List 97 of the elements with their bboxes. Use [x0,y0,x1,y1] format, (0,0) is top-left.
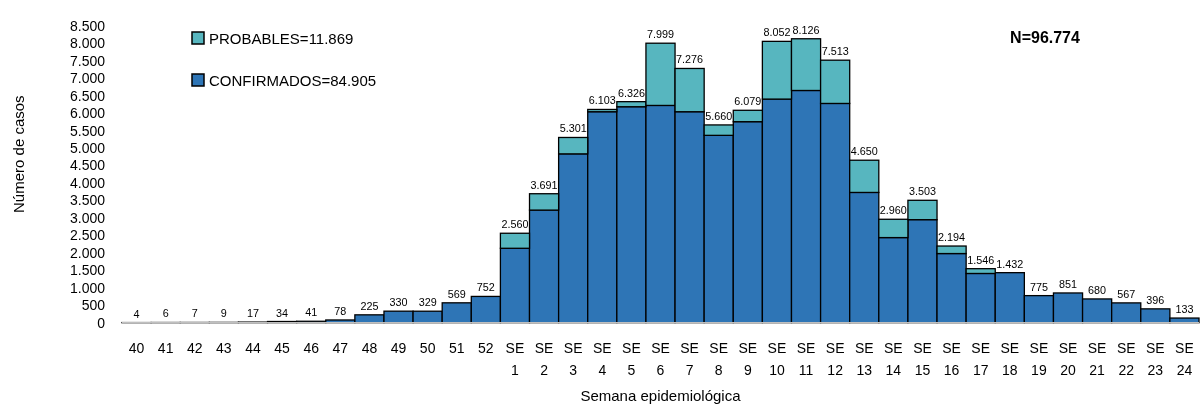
total-label: 6.079 [734,95,762,108]
total-label: 133 [1175,303,1194,316]
y-tick-label: 3.000 [69,209,106,226]
x-tick-label: 44 [245,339,261,356]
y-tick-label: 0 [97,314,106,331]
x-tick-label: SE 22 [1116,339,1136,379]
total-label: 6 [162,307,169,320]
total-label: 330 [389,296,408,309]
y-tick-label: 3.500 [69,192,106,209]
y-tick-label: 6.500 [69,87,106,104]
total-label: 17 [246,307,259,320]
x-tick-label: SE 19 [1029,339,1049,379]
total-label: 225 [360,299,379,312]
total-label: 2.960 [879,204,907,217]
annotation: N=96.774 [1010,29,1081,46]
total-label: 775 [1029,280,1048,293]
x-tick-label: SE 18 [1000,339,1020,379]
y-axis-title: Número de casos [10,95,27,213]
total-label: 4.650 [850,145,878,158]
x-tick-label: SE 10 [767,339,787,379]
x-tick-label: SE 20 [1058,339,1078,379]
x-tick-label: SE 23 [1145,339,1165,379]
total-label: 680 [1088,283,1107,296]
total-label: 569 [447,287,466,300]
y-tick-label: 500 [81,297,106,314]
total-label: 851 [1059,277,1078,290]
y-tick-label: 2.000 [69,244,106,261]
legend-label: CONFIRMADOS=84.905 [209,71,377,89]
y-tick-label: 5.000 [69,139,106,156]
x-tick-label: 46 [303,339,320,356]
total-label: 396 [1146,293,1165,306]
total-label: 7.999 [646,28,675,41]
x-tick-label: SE 24 [1175,339,1194,379]
y-tick-label: 8.000 [69,35,106,52]
legend-label: PROBABLES=11.869 [209,29,354,47]
total-label: 34 [276,306,289,319]
total-label: 1.546 [967,253,995,266]
x-tick-label: SE 4 [592,339,612,379]
x-tick-label: 40 [128,339,145,356]
y-tick-label: 8.500 [69,17,106,34]
total-label: 5.301 [559,122,587,135]
x-tick-label: 45 [274,339,291,356]
y-tick-label: 7.500 [69,52,106,69]
total-label: 329 [418,296,437,309]
total-label: 3.503 [908,185,936,198]
x-tick-label: 47 [332,339,349,356]
x-tick-label: 41 [157,339,174,356]
y-tick-label: 1.500 [69,262,106,279]
y-tick-label: 7.000 [69,70,106,87]
x-tick-label: 50 [419,339,436,356]
x-tick-label: SE 8 [709,339,729,379]
x-tick-label: 49 [390,339,407,356]
x-tick-label: SE 2 [534,339,554,379]
x-axis-title: Semana epidemiológica [580,387,742,404]
total-label: 567 [1117,287,1136,300]
total-label: 8.126 [792,23,820,36]
x-tick-label: SE 9 [738,339,758,379]
x-tick-label: SE 13 [854,339,874,379]
x-tick-label: SE 14 [884,339,903,379]
y-tick-label: 2.500 [69,227,106,244]
x-tick-label: SE 17 [971,339,991,379]
x-tick-label: SE 21 [1087,339,1107,379]
total-label: 8.052 [763,26,791,39]
x-tick-label: 42 [186,339,203,356]
total-label: 3.691 [530,178,558,191]
x-tick-label: SE 5 [622,339,641,379]
total-label: 2.194 [938,231,966,244]
x-tick-label: SE 16 [942,339,961,379]
total-label: 6.103 [588,94,616,107]
total-label: 5.660 [705,109,733,122]
x-tick-label: 51 [448,339,465,356]
total-label: 41 [305,306,318,319]
x-tick-label: SE 11 [796,339,816,379]
total-label: 1.432 [996,257,1024,270]
y-tick-label: 6.000 [69,105,106,122]
x-tick-label: 52 [478,339,494,356]
y-tick-label: 1.000 [69,279,106,296]
x-tick-label: SE 7 [680,339,699,379]
total-label: 7.513 [821,45,849,58]
total-label: 7 [191,307,198,320]
total-label: 2.560 [501,218,529,231]
total-label: 78 [334,304,347,317]
total-label: 4 [133,307,140,320]
y-tick-label: 4.000 [69,174,106,191]
total-label: 6.326 [617,86,645,99]
y-tick-label: 5.500 [69,122,106,139]
x-tick-label: 48 [361,339,378,356]
total-label: 9 [220,307,227,320]
x-tick-label: SE 6 [651,339,670,379]
x-tick-label: SE 1 [505,339,525,379]
x-tick-label: 43 [216,339,232,356]
x-tick-label: SE 15 [913,339,932,379]
total-label: 7.276 [676,53,704,66]
y-tick-label: 4.500 [69,157,106,174]
x-tick-label: SE 12 [825,339,845,379]
x-tick-label: SE 3 [563,339,583,379]
total-label: 752 [476,281,495,294]
